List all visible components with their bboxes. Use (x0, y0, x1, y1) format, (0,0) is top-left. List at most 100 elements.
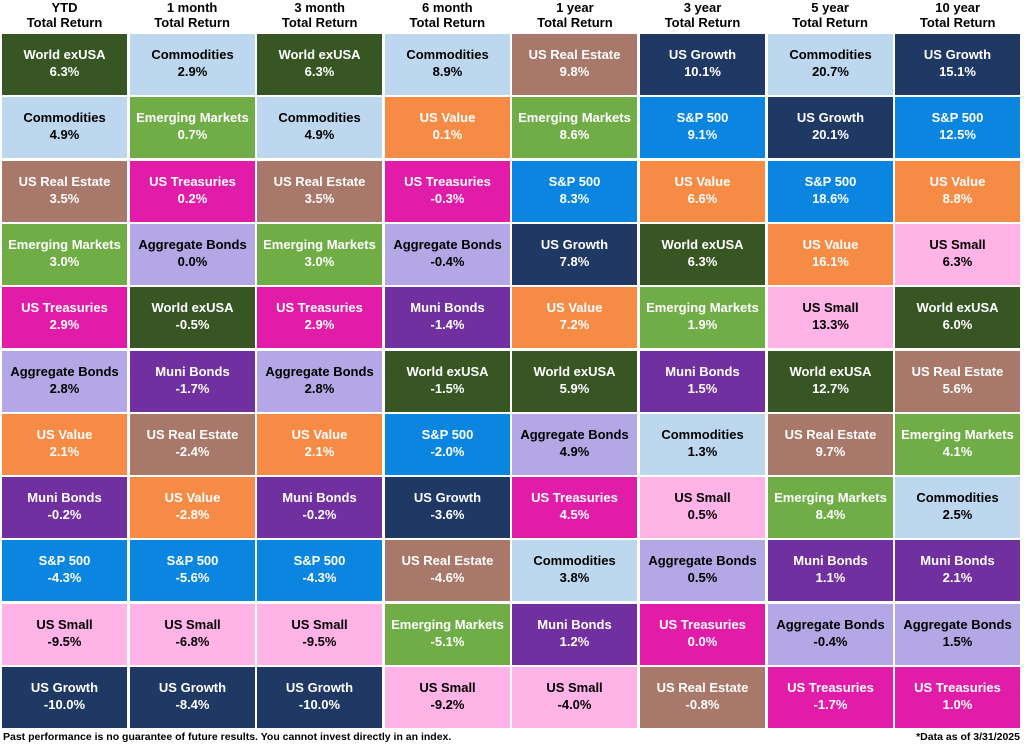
asset-name-label: S&P 500 (804, 174, 857, 189)
asset-name-label: US Real Estate (784, 427, 877, 442)
asset-name-label: Aggregate Bonds (138, 237, 247, 252)
column-header-1-year: 1 year Total Return (511, 0, 638, 32)
column-header-period: 3 year (683, 0, 722, 15)
asset-name-label: Commodities (533, 553, 616, 568)
return-value-label: -0.4% (430, 254, 465, 269)
asset-name-label: US Small (419, 680, 476, 695)
return-value-label: -4.3% (47, 570, 82, 585)
return-cell-aggregate-bonds: Aggregate Bonds 2.8% (256, 350, 383, 413)
return-value-label: 16.1% (812, 254, 849, 269)
column-header-metric: Total Return (281, 15, 358, 30)
return-cell-us-treasuries: US Treasuries 1.0% (894, 666, 1021, 729)
return-cell-us-value: US Value -2.8% (129, 476, 256, 539)
return-value-label: 9.7% (815, 444, 846, 459)
return-cell-commodities: Commodities 4.9% (256, 96, 383, 159)
asset-name-label: US Treasuries (787, 680, 874, 695)
asset-name-label: US Treasuries (149, 174, 236, 189)
return-value-label: 10.1% (684, 64, 721, 79)
return-value-label: -1.7% (175, 381, 210, 396)
return-cell-us-real-estate: US Real Estate -2.4% (129, 413, 256, 476)
column-header-6-month: 6 month Total Return (384, 0, 511, 32)
asset-name-label: Commodities (406, 47, 489, 62)
asset-name-label: Muni Bonds (793, 553, 868, 568)
return-cell-us-growth: US Growth -10.0% (256, 666, 383, 729)
asset-name-label: Commodities (23, 110, 106, 125)
column-header-3-year: 3 year Total Return (639, 0, 766, 32)
return-cell-emerging-markets: Emerging Markets 8.6% (511, 96, 638, 159)
return-value-label: 6.6% (687, 191, 718, 206)
asset-name-label: US Real Estate (528, 47, 621, 62)
column-header-3-month: 3 month Total Return (256, 0, 383, 32)
return-value-label: 4.9% (304, 127, 335, 142)
return-value-label: 6.3% (304, 64, 335, 79)
return-cell-muni-bonds: Muni Bonds -0.2% (1, 476, 128, 539)
asset-name-label: Emerging Markets (518, 110, 631, 125)
return-value-label: -5.6% (175, 570, 210, 585)
return-cell-world-exusa: World exUSA 5.9% (511, 350, 638, 413)
asset-name-label: Emerging Markets (263, 237, 376, 252)
asset-name-label: US Small (36, 617, 93, 632)
column-header-period: 3 month (294, 0, 345, 15)
return-value-label: 8.9% (432, 64, 463, 79)
asset-name-label: US Treasuries (531, 490, 618, 505)
column-header-metric: Total Return (664, 15, 741, 30)
return-cell-us-small: US Small 0.5% (639, 476, 766, 539)
return-cell-emerging-markets: Emerging Markets 3.0% (256, 223, 383, 286)
return-cell-us-small: US Small -9.5% (256, 603, 383, 666)
return-value-label: 12.5% (939, 127, 976, 142)
return-cell-emerging-markets: Emerging Markets 1.9% (639, 286, 766, 349)
return-value-label: -9.5% (47, 634, 82, 649)
return-cell-aggregate-bonds: Aggregate Bonds 0.0% (129, 223, 256, 286)
return-cell-us-real-estate: US Real Estate 9.7% (767, 413, 894, 476)
column-header-metric: Total Return (792, 15, 868, 30)
asset-name-label: Emerging Markets (136, 110, 249, 125)
asset-name-label: Muni Bonds (155, 364, 230, 379)
return-cell-world-exusa: World exUSA -1.5% (384, 350, 511, 413)
asset-name-label: Commodities (151, 47, 234, 62)
return-value-label: -0.2% (302, 507, 337, 522)
return-cell-sandp-500: S&P 500 9.1% (639, 96, 766, 159)
asset-name-label: Muni Bonds (665, 364, 740, 379)
return-cell-us-treasuries: US Treasuries 0.0% (639, 603, 766, 666)
asset-name-label: US Growth (285, 680, 354, 695)
asset-name-label: Aggregate Bonds (903, 617, 1012, 632)
asset-name-label: US Small (929, 237, 986, 252)
return-cell-us-small: US Small -9.5% (1, 603, 128, 666)
return-value-label: 0.7% (177, 127, 208, 142)
return-cell-us-treasuries: US Treasuries 4.5% (511, 476, 638, 539)
return-value-label: -0.5% (175, 317, 210, 332)
return-cell-us-growth: US Growth -3.6% (384, 476, 511, 539)
return-value-label: -0.3% (430, 191, 465, 206)
return-cell-us-real-estate: US Real Estate 9.8% (511, 33, 638, 96)
return-cell-us-value: US Value 2.1% (1, 413, 128, 476)
return-cell-world-exusa: World exUSA 6.0% (894, 286, 1021, 349)
return-value-label: 1.0% (942, 697, 973, 712)
column-header-period: 5 year (811, 0, 849, 15)
return-cell-us-value: US Value 7.2% (511, 286, 638, 349)
asset-name-label: US Value (36, 427, 93, 442)
return-value-label: -1.4% (430, 317, 465, 332)
asset-name-label: US Small (546, 680, 603, 695)
asset-name-label: World exUSA (789, 364, 872, 379)
return-cell-muni-bonds: Muni Bonds -1.4% (384, 286, 511, 349)
return-cell-world-exusa: World exUSA 12.7% (767, 350, 894, 413)
return-value-label: 2.1% (304, 444, 335, 459)
return-cell-sandp-500: S&P 500 -4.3% (1, 539, 128, 602)
return-value-label: -9.2% (430, 697, 465, 712)
return-cell-us-real-estate: US Real Estate 5.6% (894, 350, 1021, 413)
asset-name-label: US Growth (796, 110, 865, 125)
return-value-label: -4.3% (302, 570, 337, 585)
asset-name-label: Emerging Markets (646, 300, 759, 315)
asset-name-label: US Treasuries (404, 174, 491, 189)
return-value-label: -6.8% (175, 634, 210, 649)
return-cell-us-treasuries: US Treasuries 2.9% (1, 286, 128, 349)
disclaimer: Past performance is no guarantee of futu… (3, 731, 452, 743)
return-value-label: 8.6% (559, 127, 590, 142)
return-value-label: 1.3% (687, 444, 718, 459)
return-value-label: -9.5% (302, 634, 337, 649)
return-value-label: 15.1% (939, 64, 976, 79)
return-value-label: -0.8% (685, 697, 720, 712)
return-value-label: -1.7% (813, 697, 848, 712)
return-value-label: 6.0% (942, 317, 973, 332)
